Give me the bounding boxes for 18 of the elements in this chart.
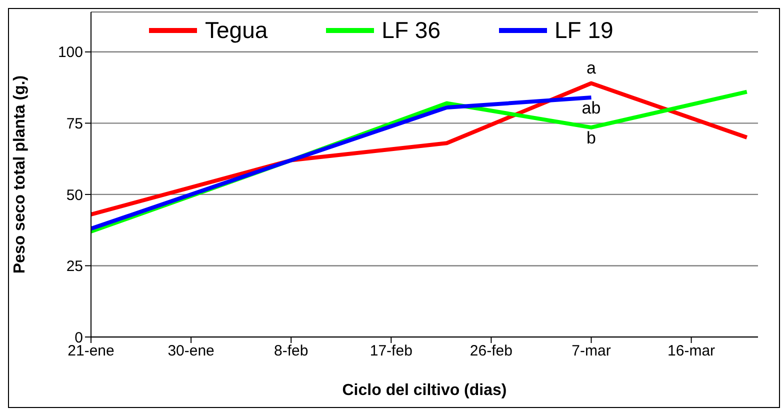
x-tick-label: 8-feb [274,342,308,360]
annotation: b [586,128,596,148]
legend-label: LF 36 [382,17,440,44]
y-tick-label: 50 [66,186,83,204]
y-axis-title: Peso seco total planta (g.) [12,75,29,274]
x-tick-label: 16-mar [668,342,716,360]
annotation: a [586,58,597,78]
x-tick-label: 30-ene [168,342,214,360]
x-axis-title: Ciclo del ciltivo (dias) [342,382,507,399]
legend-label: LF 19 [554,17,614,44]
y-tick-label: 25 [66,258,83,276]
y-tick-label: 100 [58,44,83,62]
x-tick-label: 26-feb [470,342,512,360]
y-tick-label: 75 [66,116,83,133]
legend-label: Tegua [205,17,268,44]
x-tick-label: 17-feb [370,342,412,360]
x-tick-label: 7-mar [572,342,611,360]
annotation: ab [582,98,601,118]
